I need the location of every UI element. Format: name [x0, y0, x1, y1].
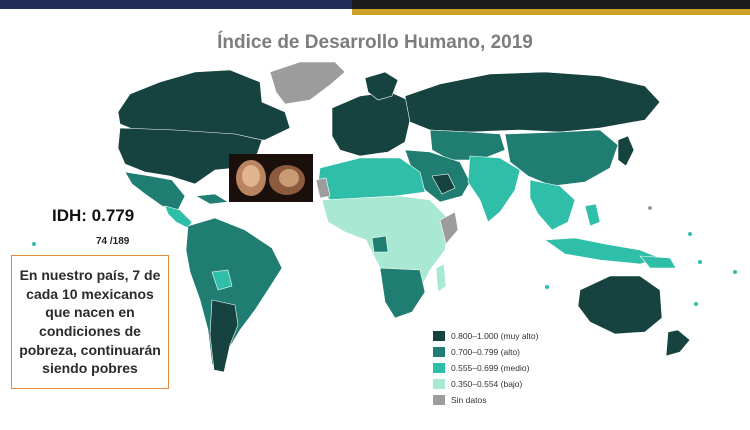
idh-rank: 74 /189 [96, 236, 130, 247]
region-central-asia [429, 129, 506, 161]
region-western-sahara [315, 177, 331, 199]
region-central-america [164, 205, 193, 229]
header-bar-right [352, 0, 750, 9]
region-southern-cone [209, 299, 239, 373]
region-caribbean [195, 193, 229, 205]
region-southern-africa [379, 267, 426, 319]
region-new-zealand [665, 329, 691, 357]
region-usa [117, 127, 263, 185]
inset-photo [229, 154, 313, 202]
region-europe [331, 91, 411, 157]
region-north-africa [317, 157, 426, 201]
region-south-asia [467, 155, 521, 223]
island-marker [688, 232, 692, 236]
region-south-america [185, 217, 283, 373]
region-china [504, 129, 619, 187]
region-madagascar [435, 263, 447, 293]
legend-item: 0.555–0.699 (medio) [425, 360, 557, 376]
island-marker [545, 285, 549, 289]
region-philippines [584, 203, 601, 227]
header-bar-left [0, 0, 352, 9]
legend-label: 0.350–0.554 (bajo) [451, 379, 523, 389]
region-scandinavia [364, 71, 399, 101]
legend-swatch [433, 395, 445, 405]
poverty-note-box: En nuestro país, 7 de cada 10 mexicanos … [11, 255, 169, 389]
island-marker [32, 242, 36, 246]
region-somalia [439, 211, 459, 245]
region-japan [617, 135, 635, 167]
region-southeast-asia [529, 179, 576, 231]
region-papua [639, 255, 677, 269]
header-accent-stripe [352, 9, 750, 15]
region-gabon [371, 235, 389, 253]
legend-label: 0.800–1.000 (muy alto) [451, 331, 539, 341]
legend-label: 0.555–0.699 (medio) [451, 363, 530, 373]
island-marker [733, 270, 737, 274]
region-russia [404, 71, 661, 133]
island-marker [694, 302, 698, 306]
legend-label: Sin datos [451, 395, 487, 405]
island-marker [648, 206, 652, 210]
region-australia [577, 275, 663, 335]
legend-label: 0.700–0.799 (alto) [451, 347, 520, 357]
legend-swatch [433, 363, 445, 373]
region-bolivia [211, 269, 233, 291]
legend-swatch [433, 347, 445, 357]
poverty-note-text: En nuestro país, 7 de cada 10 mexicanos … [19, 267, 161, 377]
legend-item: 0.800–1.000 (muy alto) [425, 328, 557, 344]
legend-item: 0.700–0.799 (alto) [425, 344, 557, 360]
legend-swatch [433, 331, 445, 341]
island-marker [698, 260, 702, 264]
region-indonesia [544, 237, 661, 265]
legend-item: 0.350–0.554 (bajo) [425, 376, 557, 392]
legend-swatch [433, 379, 445, 389]
region-gulf-states [431, 173, 456, 195]
map-title: Índice de Desarrollo Humano, 2019 [217, 32, 533, 53]
idh-value: IDH: 0.779 [52, 206, 135, 225]
region-greenland [269, 61, 346, 105]
map-legend: 0.800–1.000 (muy alto) 0.700–0.799 (alto… [425, 323, 557, 409]
legend-item: Sin datos [425, 392, 557, 408]
